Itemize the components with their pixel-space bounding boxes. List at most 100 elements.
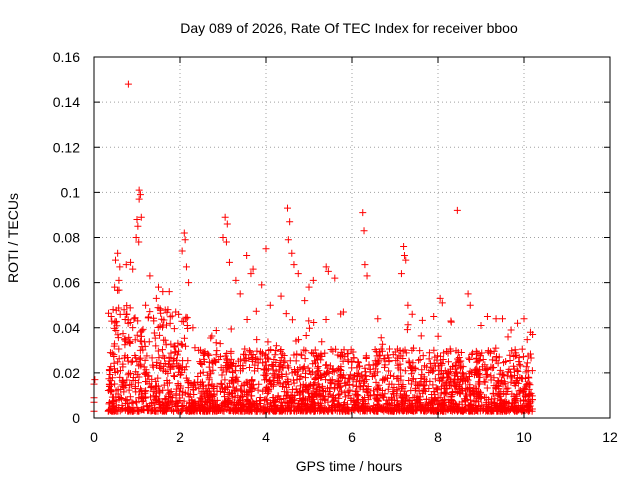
background-point <box>300 364 308 372</box>
background-point <box>213 382 221 390</box>
background-point <box>202 385 210 393</box>
background-point <box>221 384 229 392</box>
background-point <box>403 326 411 334</box>
data-point <box>400 243 408 251</box>
data-point <box>294 270 302 278</box>
background-point <box>156 331 164 339</box>
data-point <box>155 283 162 291</box>
background-point <box>139 405 147 413</box>
background-point <box>279 364 287 372</box>
background-point <box>272 358 280 366</box>
background-point <box>430 346 438 354</box>
data-point <box>520 315 528 323</box>
background-point <box>105 400 113 408</box>
background-point <box>377 334 385 342</box>
background-point <box>396 360 404 368</box>
background-point <box>264 338 272 346</box>
background-point <box>163 376 171 384</box>
data-point <box>132 234 140 241</box>
background-point <box>133 399 141 407</box>
data-point <box>277 292 285 300</box>
y-axis-title: ROTI / TECUs <box>5 193 21 283</box>
background-point <box>274 395 282 403</box>
background-point <box>394 400 402 408</box>
background-point <box>131 314 139 322</box>
background-point <box>263 405 271 413</box>
background-point <box>202 407 210 415</box>
background-point <box>306 367 314 375</box>
data-point <box>290 261 298 269</box>
background-point <box>110 351 118 359</box>
background-point <box>322 316 330 324</box>
background-point <box>301 383 309 391</box>
background-point <box>398 407 406 415</box>
background-point <box>386 401 394 409</box>
background-point <box>521 392 529 400</box>
background-point <box>122 337 130 345</box>
background-point <box>227 389 235 397</box>
background-point <box>426 377 434 385</box>
background-point <box>225 365 233 373</box>
data-point <box>146 272 154 280</box>
background-point <box>126 319 134 327</box>
background-point <box>210 357 218 365</box>
background-point <box>125 369 133 377</box>
background-point <box>236 405 244 413</box>
background-point <box>224 390 232 398</box>
x-tick-label: 6 <box>348 429 356 445</box>
background-point <box>313 385 321 393</box>
data-point <box>219 234 227 241</box>
background-point <box>420 375 428 383</box>
background-point <box>154 347 162 355</box>
background-point <box>413 381 421 389</box>
data-point <box>129 265 137 273</box>
background-point <box>174 407 182 415</box>
background-point <box>162 368 170 376</box>
background-point <box>336 407 344 415</box>
background-point <box>132 354 140 362</box>
background-point <box>305 389 313 397</box>
data-point <box>483 312 491 320</box>
background-point <box>488 356 496 364</box>
background-point <box>503 398 511 406</box>
chart-title: Day 089 of 2026, Rate Of TEC Index for r… <box>180 20 518 36</box>
background-point <box>396 347 404 355</box>
background-point <box>494 377 502 385</box>
background-point <box>327 378 335 386</box>
background-point <box>512 379 520 387</box>
data-point <box>243 252 251 260</box>
background-point <box>514 406 522 414</box>
background-point <box>342 393 350 401</box>
background-point <box>475 350 483 358</box>
background-point <box>493 353 501 361</box>
background-point <box>148 354 156 362</box>
background-point <box>376 351 384 359</box>
background-point <box>238 387 246 395</box>
background-point <box>119 360 127 368</box>
background-point <box>504 388 512 396</box>
background-point <box>110 403 118 411</box>
background-point <box>293 350 301 358</box>
background-point <box>331 380 339 388</box>
background-point <box>467 396 475 404</box>
background-point <box>219 402 227 410</box>
background-point <box>105 380 113 388</box>
background-point <box>494 359 502 367</box>
background-point <box>266 376 274 384</box>
background-point <box>131 336 139 344</box>
background-point <box>311 379 319 387</box>
background-point <box>242 378 250 386</box>
background-point <box>308 393 316 401</box>
background-point <box>353 390 361 398</box>
background-point <box>406 363 414 371</box>
background-point <box>248 392 256 400</box>
background-point <box>203 391 211 399</box>
background-point <box>386 371 394 379</box>
background-point <box>427 398 435 406</box>
background-point <box>488 400 496 408</box>
background-point <box>222 368 230 376</box>
data-point <box>430 312 438 320</box>
background-point <box>108 349 116 357</box>
background-point <box>361 377 369 385</box>
